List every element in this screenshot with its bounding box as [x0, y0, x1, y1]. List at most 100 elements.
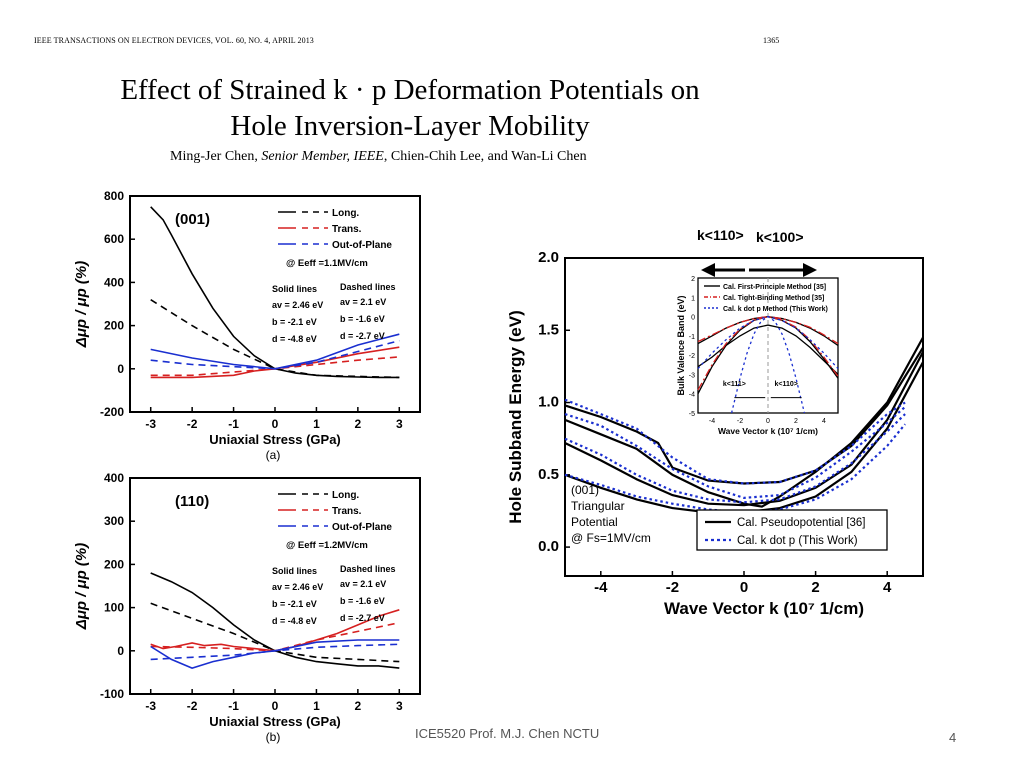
inset-series-group	[697, 315, 839, 414]
paper-title-line2: Hole Inversion-Layer Mobility	[230, 110, 590, 142]
y-axis-label: Δμp / μp (%)	[73, 543, 90, 630]
legend-label: Trans.	[332, 506, 362, 517]
legend-box	[696, 509, 888, 551]
inset-axis-k111: k<111>	[723, 381, 746, 388]
dashed-param: b = -1.6 eV	[340, 314, 385, 324]
y-tick-label: 400	[104, 471, 124, 485]
y-tick-label: 100	[104, 601, 124, 615]
top-label-k100: k<100>	[756, 229, 804, 245]
x-tick-label: -3	[145, 699, 156, 713]
inset-legend-label: Cal. Tight-Binding Method [35]	[723, 295, 824, 302]
dashed-param: d = -2.7 eV	[340, 331, 385, 341]
inset-series-line	[697, 315, 839, 391]
y-tick-label: 300	[104, 514, 124, 528]
legend-label-kdotp: Cal. k dot p (This Work)	[737, 535, 858, 547]
y-tick-label: 0	[117, 644, 124, 658]
mobility-chart-001: -3 -2 -1 0 1 2 3 -200 0 200 400 600 800 Uniaxial Stre…	[73, 189, 421, 462]
solid-param: d = -4.8 eV	[272, 616, 317, 626]
figure-caption: (b)	[266, 730, 281, 744]
annotation-line: @ Fs=1MV/cm	[571, 531, 651, 545]
solid-param: b = -2.1 eV	[272, 599, 317, 609]
y-axis-label: Hole Subband Energy (eV)	[506, 310, 525, 523]
x-tick-label: 3	[396, 699, 403, 713]
inset-y-tick-label: -3	[689, 372, 695, 379]
y-tick-label: 400	[104, 275, 124, 289]
x-tick-label: -2	[187, 699, 198, 713]
x-tick-label: -2	[187, 417, 198, 431]
inset-y-tick-label: 2	[691, 276, 695, 283]
series-line	[564, 336, 924, 508]
dashed-lines-title: Dashed lines	[340, 282, 396, 292]
y-axis-label: Δμp / μp (%)	[73, 261, 90, 348]
x-tick-label: 1	[313, 417, 320, 431]
figure-caption: (a)	[266, 448, 281, 462]
dashed-param: av = 2.1 eV	[340, 297, 386, 307]
inset-y-tick-label: -1	[689, 334, 695, 341]
inset-y-axis-label: Bulk Valence Band (eV)	[676, 295, 686, 395]
x-tick-label: 4	[883, 579, 892, 596]
inset-legend-label: Cal. k dot p Method (This Work)	[723, 306, 828, 313]
field-note: @ Eeff =1.2MV/cm	[286, 540, 368, 551]
dashed-param: av = 2.1 eV	[340, 579, 386, 589]
authors-part1: Ming-Jer Chen,	[170, 149, 262, 164]
inset-y-tick-label: 0	[691, 315, 695, 322]
dashed-lines-title: Dashed lines	[340, 564, 396, 574]
inset-y-tick-label: -4	[689, 392, 695, 399]
inset-x-tick-label: -4	[709, 418, 715, 425]
inset-x-tick-label: 0	[766, 418, 770, 425]
journal-header: IEEE TRANSACTIONS ON ELECTRON DEVICES, V…	[34, 36, 314, 45]
dashed-param: b = -1.6 eV	[340, 596, 385, 606]
solid-lines-title: Solid lines	[272, 566, 317, 576]
arrow-k100-head	[803, 263, 817, 277]
y-tick-label: 0	[117, 362, 124, 376]
solid-param: av = 2.46 eV	[272, 300, 323, 310]
y-tick-label: -100	[100, 687, 124, 701]
inset-series-line	[697, 324, 839, 375]
paper-title-line1: Effect of Strained k · p Deformation Pot…	[120, 74, 700, 106]
x-tick-label: 3	[396, 417, 403, 431]
journal-page-number: 1365	[763, 36, 780, 45]
x-tick-label: 0	[740, 579, 748, 596]
inset-y-tick-label: 1	[691, 295, 695, 302]
annotation-line: (001)	[571, 483, 599, 497]
authors-membership: Senior Member, IEEE	[261, 149, 384, 164]
series-line	[150, 339, 400, 370]
series-line	[564, 351, 924, 507]
inset-x-axis-label: Wave Vector k (10⁷ 1/cm)	[718, 426, 818, 436]
y-tick-label: 2.0	[538, 249, 559, 266]
annotation-line: Triangular	[571, 499, 625, 513]
y-tick-label: 0.5	[538, 466, 559, 483]
x-axis-label: Uniaxial Stress (GPa)	[209, 714, 341, 729]
y-tick-label: 0.0	[538, 538, 559, 555]
field-note: @ Eeff =1.1MV/cm	[286, 258, 368, 269]
y-tick-label: -200	[100, 405, 124, 419]
slide-page-number: 4	[949, 730, 957, 745]
legend-label: Long.	[332, 208, 359, 219]
paper-authors: Ming-Jer Chen, Senior Member, IEEE, Chie…	[170, 149, 587, 165]
y-tick-label: 200	[104, 557, 124, 571]
legend-label-pseudo: Cal. Pseudopotential [36]	[737, 517, 866, 529]
x-tick-label: -1	[228, 417, 239, 431]
inset-y-tick-label: -5	[689, 411, 695, 418]
inset-x-tick-label: 2	[794, 418, 798, 425]
series-line	[564, 406, 906, 500]
y-tick-label: 200	[104, 319, 124, 333]
mobility-chart-110: -3 -2 -1 0 1 2 3 -100 0 100 200 300 400 Uniaxial Stre…	[73, 471, 421, 744]
x-axis-label: Wave Vector k (10⁷ 1/cm)	[664, 599, 864, 618]
inset-x-tick-label: -2	[737, 418, 743, 425]
x-tick-label: 2	[811, 579, 819, 596]
solid-lines-title: Solid lines	[272, 284, 317, 294]
slide-footer-text: ICE5520 Prof. M.J. Chen NCTU	[415, 726, 600, 741]
legend-label: Out-of-Plane	[332, 240, 392, 251]
inset-series-line	[697, 315, 839, 345]
hole-subband-chart: -4 -2 0 2 4 0.0 0.5 1.0 1.5 2.0 Wave Vector k (10⁷…	[506, 227, 924, 618]
x-axis-label: Uniaxial Stress (GPa)	[209, 432, 341, 447]
x-tick-label: -3	[145, 417, 156, 431]
top-label-k110: k<110>	[697, 227, 744, 243]
series-line	[150, 609, 400, 652]
y-tick-label: 600	[104, 232, 124, 246]
solid-param: av = 2.46 eV	[272, 582, 323, 592]
inset-legend-label: Cal. First-Principle Method [35]	[723, 284, 826, 291]
x-tick-label: 0	[272, 699, 279, 713]
inset-x-tick-label: 4	[822, 418, 826, 425]
